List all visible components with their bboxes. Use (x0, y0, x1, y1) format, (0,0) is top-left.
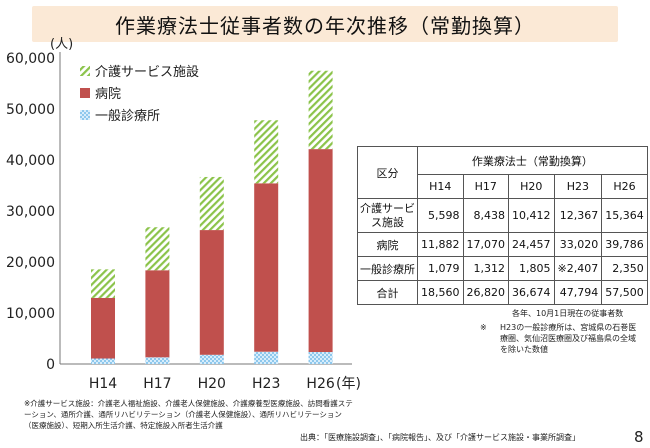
table-cell: 47,794 (553, 280, 603, 305)
table-row: 介護サービス施設 5,598 8,438 10,412 12,367 15,364 (357, 198, 648, 233)
table-cell: 24,457 (508, 232, 555, 257)
bar-segment (91, 358, 115, 364)
table-column-header: H17 (462, 174, 509, 199)
table-column-header: H14 (417, 174, 464, 199)
y-tick-label: 0 (46, 357, 55, 373)
table-cell: 12,367 (553, 198, 603, 233)
legend-label: 一般診療所 (95, 108, 160, 124)
table-cell: 33,020 (553, 232, 603, 257)
bar-segment (308, 70, 333, 150)
bar-segment (254, 351, 279, 364)
bar-segment (199, 230, 224, 355)
table-column-header: H23 (553, 174, 603, 199)
x-tick-label: H23 (252, 376, 280, 392)
bar-segment (254, 183, 279, 352)
table-cell: 39,786 (601, 232, 648, 257)
table-cell: 2,350 (601, 256, 648, 281)
x-tick-label: H17 (143, 376, 171, 392)
table-row-label: 病院 (357, 232, 418, 257)
table-cell: 1,805 (508, 256, 555, 281)
source-credit: 出典：「医療施設調査」、「病院報告」、及び「介護サービス施設・事業所調査」 (300, 433, 580, 442)
table-note: 各年、10月1日現在の従事者数 (512, 309, 624, 318)
table-row-label: 一般診療所 (357, 256, 418, 281)
bar-segment (91, 297, 115, 359)
bar-segment (199, 176, 224, 231)
legend-swatch (80, 66, 90, 76)
y-tick-label: 20,000 (6, 255, 55, 271)
y-unit-label: (人) (50, 37, 73, 52)
table-cell: 5,598 (417, 198, 464, 233)
legend-swatch (80, 88, 90, 98)
table-year-row: H14 H17 H20 H23 H26 (358, 174, 648, 199)
legend-label: 病院 (95, 87, 121, 102)
table-cell: 15,364 (601, 198, 648, 233)
y-tick-label: 10,000 (6, 306, 55, 322)
table-cell: 1,079 (417, 256, 464, 281)
page-number: 8 (634, 428, 644, 446)
y-tick-label: 30,000 (6, 204, 55, 220)
table-header-row: 区分 作業療法士（常勤換算） (357, 146, 648, 199)
table-row: 合計 18,560 26,820 36,674 47,794 57,500 (357, 280, 648, 305)
note-mark: ※ (480, 323, 487, 332)
table-corner-label: 区分 (357, 146, 418, 199)
table-row: 病院 11,882 17,070 24,457 33,020 39,786 (357, 232, 648, 257)
table-cell: 17,070 (462, 232, 509, 257)
stacked-bar-chart: 0 10,000 20,000 30,000 40,000 50,000 60,000(人)… (6, 37, 360, 392)
table-column-header: H20 (508, 174, 555, 199)
page-title: 作業療法士従事者数の年次推移（常勤換算） (115, 13, 535, 38)
x-tick-label: H14 (89, 376, 117, 392)
table-cell: 36,674 (508, 280, 555, 305)
y-tick-label: 60,000 (6, 51, 55, 67)
bar-segment (145, 357, 170, 364)
x-tick-label: H26 (306, 376, 334, 392)
y-tick-label: 40,000 (6, 153, 55, 169)
table-row: 一般診療所 1,079 1,312 1,805 ※2,407 2,350 (357, 256, 648, 281)
table-cell: 8,438 (462, 198, 509, 233)
table-cell: ※2,407 (553, 256, 603, 281)
bar-segment (308, 352, 333, 364)
legend-label: 介護サービス施設 (95, 64, 199, 80)
table-cell: 10,412 (508, 198, 555, 233)
x-tick-label: H20 (198, 376, 226, 392)
data-table: 区分 作業療法士（常勤換算） H14 H17 H20 H23 H26 介護サービス施設 5,59… (357, 146, 648, 305)
table-cell: 26,820 (462, 280, 509, 305)
bar-segment (145, 227, 170, 271)
table-group-header: 作業療法士（常勤換算） (417, 146, 648, 175)
table-row-label: 合計 (357, 280, 418, 305)
bar-segment (91, 269, 115, 298)
note-text: H23の一般診療所は、宮城県の石巻医療圏、気仙沼医療圏及び福島県の全域を除いた数… (500, 323, 637, 354)
table-row-label: 介護サービス施設 (357, 198, 418, 233)
table-cell: 1,312 (462, 256, 509, 281)
title-banner: 作業療法士従事者数の年次推移（常勤換算） (32, 6, 618, 42)
h23-note: ※ H23の一般診療所は、宮城県の石巻医療圏、気仙沼医療圏及び福島県の全域を除い… (480, 322, 642, 355)
table-cell: 11,882 (417, 232, 464, 257)
facility-footnote: ※介護サービス施設：介護老人福祉施設、介護老人保健施設、介護療養型医療施設、訪問… (24, 399, 353, 430)
table-cell: 57,500 (601, 280, 648, 305)
y-tick-label: 50,000 (6, 102, 55, 118)
table-column-header: H26 (601, 174, 648, 199)
bar-segment (254, 120, 279, 184)
table-cell: 18,560 (417, 280, 464, 305)
bar-segment (145, 270, 170, 358)
bar-segment (308, 149, 333, 353)
bar-segment (199, 354, 224, 364)
x-unit-label: (年) (336, 376, 360, 392)
legend-swatch (80, 110, 90, 120)
